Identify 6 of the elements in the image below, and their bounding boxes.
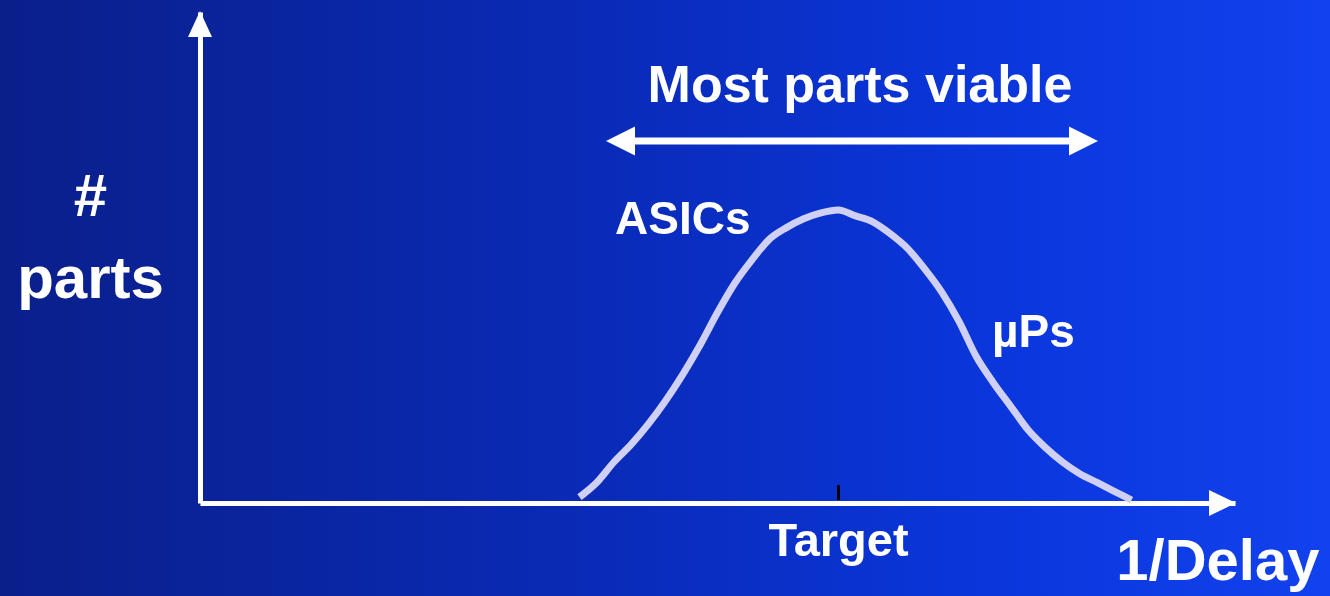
text: Target	[768, 513, 909, 566]
x-axis-title: 1/Delay	[1116, 526, 1320, 592]
text: Most parts viable	[647, 55, 1073, 113]
annotation: µPs	[992, 305, 1075, 357]
y-axis-title: # parts	[17, 161, 164, 311]
annotation: ASICs	[615, 192, 751, 244]
